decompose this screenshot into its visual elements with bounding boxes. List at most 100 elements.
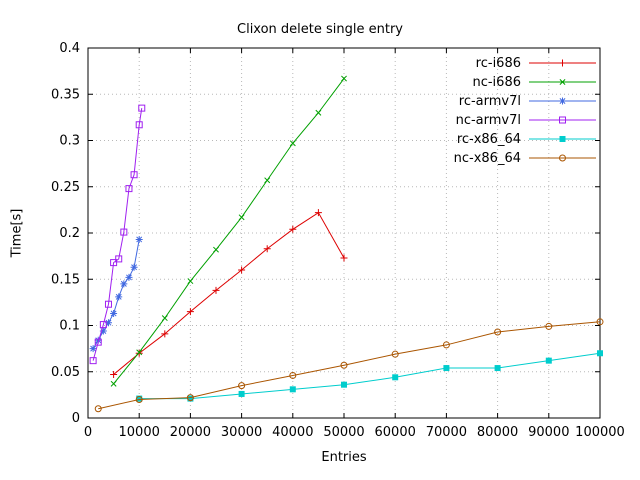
cross-marker-icon bbox=[187, 278, 194, 285]
series-line bbox=[98, 321, 601, 410]
cross-marker-icon bbox=[559, 79, 566, 85]
open-circle-marker-icon bbox=[340, 361, 348, 369]
series-line bbox=[92, 108, 143, 361]
legend-item-nc-armv7l: nc-armv7l bbox=[456, 113, 596, 128]
cross-marker-icon bbox=[315, 109, 322, 116]
plus-marker-icon bbox=[212, 286, 220, 294]
filled-square-marker-icon bbox=[494, 365, 501, 372]
filled-square-marker-icon bbox=[187, 395, 194, 402]
cross-marker-icon bbox=[238, 214, 245, 221]
legend-label: nc-armv7l bbox=[456, 113, 521, 128]
open-square-marker-icon bbox=[138, 104, 146, 112]
filled-square-marker-icon bbox=[443, 365, 450, 372]
y-tick-label: 0.4 bbox=[59, 41, 80, 56]
plus-marker-icon bbox=[186, 308, 194, 316]
asterisk-marker-icon bbox=[135, 235, 143, 243]
y-tick-label: 0.35 bbox=[51, 87, 80, 102]
filled-square-marker-icon bbox=[545, 357, 552, 364]
filled-square-marker-icon bbox=[392, 374, 399, 381]
legend-label: nc-x86_64 bbox=[454, 151, 521, 166]
x-tick-label: 70000 bbox=[426, 425, 467, 440]
series-line bbox=[92, 239, 140, 349]
open-circle-marker-icon bbox=[494, 328, 502, 336]
filled-square-marker-icon bbox=[559, 136, 566, 142]
asterisk-marker-icon bbox=[89, 345, 97, 353]
open-square-marker-icon bbox=[89, 357, 97, 365]
plus-marker-icon bbox=[340, 254, 348, 262]
plus-marker-icon bbox=[314, 209, 322, 217]
open-square-marker-icon bbox=[94, 338, 102, 346]
x-tick-label: 80000 bbox=[477, 425, 518, 440]
x-tick-label: 100000 bbox=[575, 425, 625, 440]
asterisk-marker-icon bbox=[104, 319, 112, 327]
series-rc-x86_64 bbox=[136, 350, 603, 402]
open-circle-marker-icon bbox=[289, 371, 297, 379]
legend-label: rc-i686 bbox=[476, 56, 521, 71]
plus-marker-icon bbox=[289, 225, 297, 233]
asterisk-marker-icon bbox=[115, 293, 123, 301]
legend-item-rc-x86_64: rc-x86_64 bbox=[457, 132, 596, 147]
open-square-marker-icon bbox=[120, 228, 128, 236]
open-square-marker-icon bbox=[99, 321, 107, 329]
plus-marker-icon bbox=[135, 349, 143, 357]
cross-marker-icon bbox=[213, 246, 219, 253]
y-tick-label: 0.3 bbox=[59, 134, 80, 149]
x-tick-label: 60000 bbox=[375, 425, 416, 440]
y-tick-label: 0.25 bbox=[51, 180, 80, 195]
open-circle-marker-icon bbox=[545, 322, 553, 330]
x-tick-label: 40000 bbox=[272, 425, 313, 440]
series-nc-armv7l bbox=[89, 104, 146, 365]
x-tick-label: 10000 bbox=[119, 425, 160, 440]
legend-item-nc-x86_64: nc-x86_64 bbox=[454, 151, 596, 166]
legend-item-rc-armv7l: rc-armv7l bbox=[459, 94, 596, 109]
asterisk-marker-icon bbox=[99, 327, 107, 335]
plus-marker-icon bbox=[238, 266, 246, 274]
x-tick-label: 90000 bbox=[528, 425, 569, 440]
open-square-marker-icon bbox=[135, 121, 143, 129]
open-circle-marker-icon bbox=[135, 396, 143, 403]
open-circle-marker-icon bbox=[596, 318, 604, 326]
open-square-marker-icon bbox=[115, 255, 123, 263]
open-square-marker-icon bbox=[125, 185, 133, 193]
filled-square-marker-icon bbox=[289, 386, 296, 393]
y-tick-label: 0.05 bbox=[51, 365, 80, 380]
open-square-marker-icon bbox=[110, 259, 118, 267]
y-tick-label: 0.15 bbox=[51, 272, 80, 287]
open-circle-marker-icon bbox=[186, 394, 194, 402]
open-circle-marker-icon bbox=[94, 405, 102, 413]
x-tick-label: 30000 bbox=[221, 425, 262, 440]
plus-marker-icon bbox=[263, 245, 271, 253]
filled-square-marker-icon bbox=[597, 350, 603, 357]
filled-square-marker-icon bbox=[341, 381, 347, 388]
x-tick-label: 20000 bbox=[170, 425, 211, 440]
x-tick-label: 50000 bbox=[323, 425, 364, 440]
legend-item-nc-i686: nc-i686 bbox=[472, 75, 596, 90]
open-circle-marker-icon bbox=[442, 341, 450, 349]
chart-title: Clixon delete single entry bbox=[237, 22, 403, 37]
asterisk-marker-icon bbox=[120, 280, 128, 288]
open-square-marker-icon bbox=[130, 171, 138, 179]
series-line bbox=[113, 211, 345, 375]
open-circle-marker-icon bbox=[391, 350, 399, 358]
series-rc-i686 bbox=[110, 209, 348, 379]
series-line bbox=[139, 352, 601, 400]
plus-marker-icon bbox=[110, 371, 118, 379]
cross-marker-icon bbox=[136, 349, 143, 356]
y-tick-label: 0.2 bbox=[59, 226, 80, 241]
cross-marker-icon bbox=[289, 140, 296, 147]
filled-square-marker-icon bbox=[136, 395, 143, 402]
asterisk-marker-icon bbox=[94, 336, 102, 344]
cross-marker-icon bbox=[341, 75, 347, 82]
asterisk-marker-icon bbox=[110, 309, 118, 317]
series-line bbox=[113, 78, 345, 385]
series-rc-armv7l bbox=[89, 235, 143, 353]
legend-item-rc-i686: rc-i686 bbox=[476, 56, 596, 71]
plot-border bbox=[87, 47, 601, 419]
legend-label: rc-x86_64 bbox=[457, 132, 521, 147]
open-square-marker-icon bbox=[559, 116, 566, 124]
cross-marker-icon bbox=[161, 315, 168, 322]
x-tick-label: 0 bbox=[84, 425, 92, 440]
legend-label: rc-armv7l bbox=[459, 94, 521, 109]
